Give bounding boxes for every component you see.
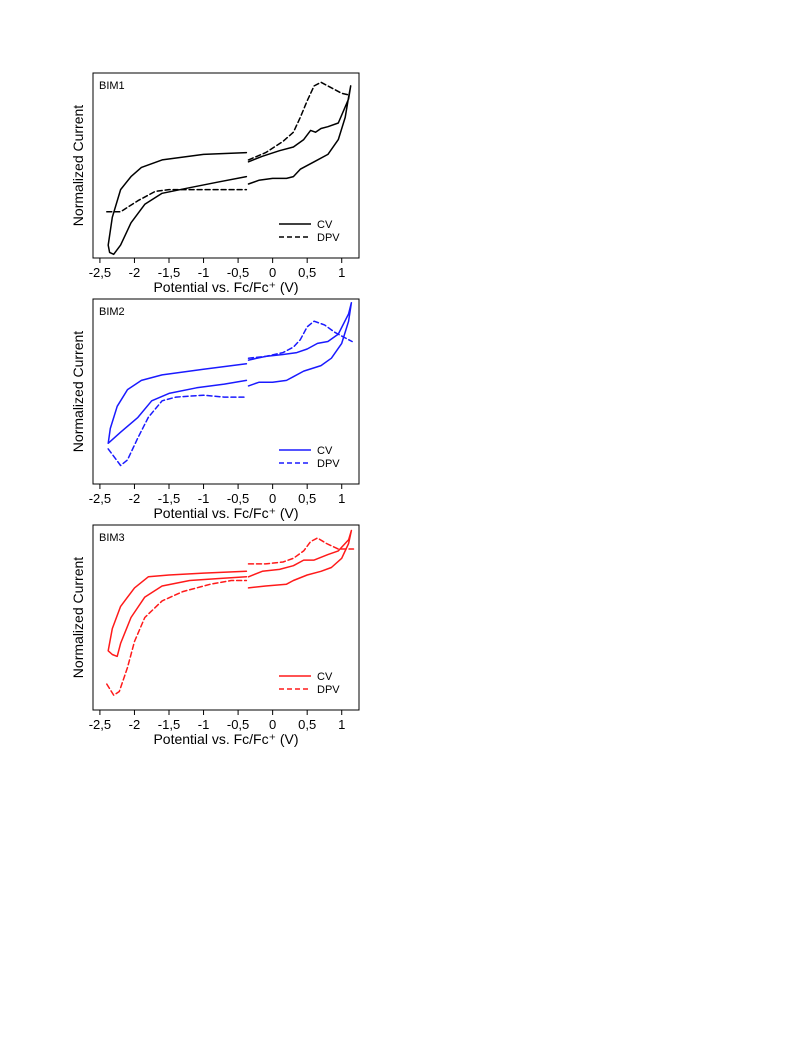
x-tick-label: -0,5 [227, 491, 249, 506]
legend-label-dpv: DPV [317, 232, 340, 244]
panel-label: BIM1 [99, 80, 125, 92]
chart-panel-1: BIM1 -2,5 -2 -1,5 -1 -0,5 0 0,5 1 Potential vs. F… [70, 72, 360, 295]
x-axis-title: Potential vs. Fc/Fc⁺ (V) [153, 279, 298, 295]
series-line-dpv [247, 537, 355, 565]
series-cv [107, 301, 353, 445]
x-tick-label: -0,5 [227, 265, 249, 280]
panel-label: BIM3 [99, 532, 125, 544]
plot-frame [92, 524, 360, 711]
series-line-dpv [247, 81, 351, 161]
x-tick-label: -1,5 [158, 717, 180, 732]
series-line-dpv [247, 320, 353, 359]
chart-panel-2: BIM2 -2,5 -2 -1,5 -1 -0,5 0 0,5 1 Potential vs. F… [70, 298, 360, 521]
x-tick-label: -1 [198, 265, 210, 280]
plot-frame [92, 72, 360, 259]
legend-label-cv: CV [317, 219, 333, 231]
legend-label-cv: CV [317, 671, 333, 683]
y-axis-title: Normalized Current [70, 105, 86, 226]
x-tick-label: -0,5 [227, 717, 249, 732]
legend-label-dpv: DPV [317, 458, 340, 470]
series-line-dpv [106, 579, 248, 696]
x-tick-label: -1,5 [158, 265, 180, 280]
x-axis-title: Potential vs. Fc/Fc⁺ (V) [153, 505, 298, 521]
series-line-cv [247, 85, 352, 185]
legend-label-dpv: DPV [317, 684, 340, 696]
x-tick-label: 1 [338, 265, 345, 280]
x-tick-label: 0 [269, 265, 276, 280]
y-axis-title: Normalized Current [70, 331, 86, 452]
x-tick-label: -2,5 [89, 717, 111, 732]
x-tick-label: 0,5 [298, 491, 316, 506]
x-tick-label: 0 [269, 491, 276, 506]
x-tick-label: -2,5 [89, 265, 111, 280]
series-line-cv [247, 529, 353, 589]
chart-panel-3: BIM3 -2,5 -2 -1,5 -1 -0,5 0 0,5 1 Potential vs. F… [70, 524, 360, 747]
x-tick-label: -2 [129, 491, 141, 506]
series-line-cv [107, 570, 248, 658]
x-axis-title: Potential vs. Fc/Fc⁺ (V) [153, 731, 298, 747]
series-dpv [107, 320, 353, 467]
x-tick-label: -1 [198, 491, 210, 506]
x-tick-label: 1 [338, 491, 345, 506]
series-line-cv [107, 363, 248, 445]
x-tick-label: 0,5 [298, 265, 316, 280]
x-tick-label: -2,5 [89, 491, 111, 506]
x-tick-label: -2 [129, 265, 141, 280]
x-tick-label: -1,5 [158, 491, 180, 506]
series-cv [107, 85, 352, 256]
series-dpv [106, 81, 351, 213]
series-line-cv [107, 151, 248, 256]
series-cv [107, 529, 353, 658]
x-tick-label: -1 [198, 717, 210, 732]
x-tick-label: 0 [269, 717, 276, 732]
series-line-dpv [107, 394, 248, 467]
panel-label: BIM2 [99, 306, 125, 318]
y-axis-title: Normalized Current [70, 557, 86, 678]
legend-label-cv: CV [317, 445, 333, 457]
series-dpv [106, 537, 355, 696]
plot-frame [92, 298, 360, 485]
series-line-dpv [106, 188, 248, 213]
x-tick-label: 1 [338, 717, 345, 732]
x-tick-label: -2 [129, 717, 141, 732]
series-line-cv [247, 301, 353, 387]
x-tick-label: 0,5 [298, 717, 316, 732]
